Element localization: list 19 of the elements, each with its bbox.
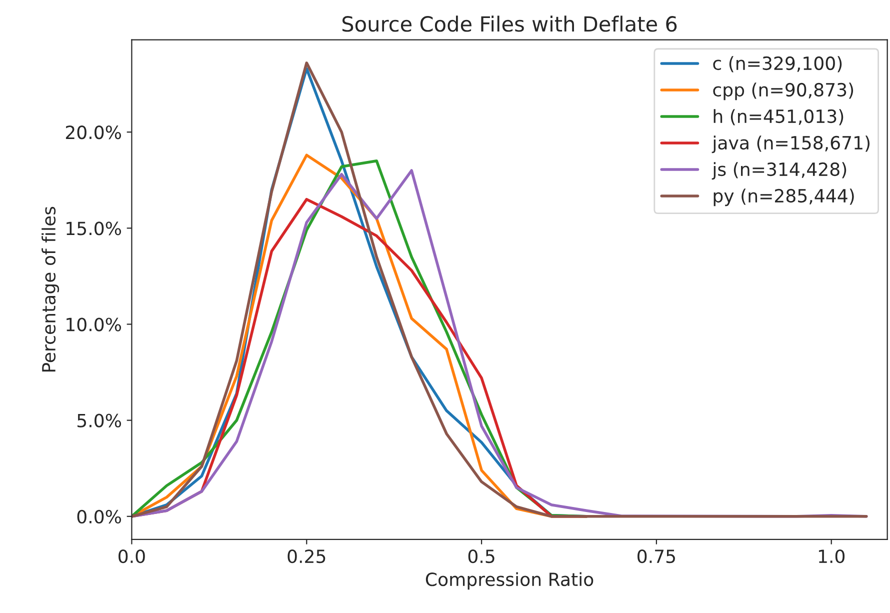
x-tick-label: 0.0 — [118, 549, 145, 564]
x-tick-label: 0.25 — [288, 549, 326, 564]
legend-label: cpp (n=90,873) — [713, 82, 854, 100]
y-tick-label: 20.0% — [66, 126, 121, 140]
legend-label: h (n=451,013) — [714, 109, 844, 126]
legend-label: py (n=285,444) — [714, 188, 854, 206]
y-tick-label: 0.0% — [77, 510, 121, 524]
x-tick-label: 1.0 — [818, 549, 845, 564]
y-tick-label: 10.0% — [66, 318, 121, 332]
y-axis-title: Percentage of files — [42, 206, 60, 372]
x-tick-label: 0.5 — [468, 549, 494, 564]
x-axis-title: Compression Ratio — [426, 572, 594, 590]
legend-label: java (n=158,671) — [712, 136, 870, 154]
x-tick-label: 0.75 — [638, 549, 675, 564]
y-tick-label: 15.0% — [66, 222, 121, 236]
y-tick-label: 5.0% — [78, 414, 121, 428]
legend-label: js (n=314,428) — [712, 162, 846, 180]
chart-title: Source Code Files with Deflate 6 — [342, 16, 677, 32]
legend-label: c (n=329,100) — [713, 56, 842, 72]
